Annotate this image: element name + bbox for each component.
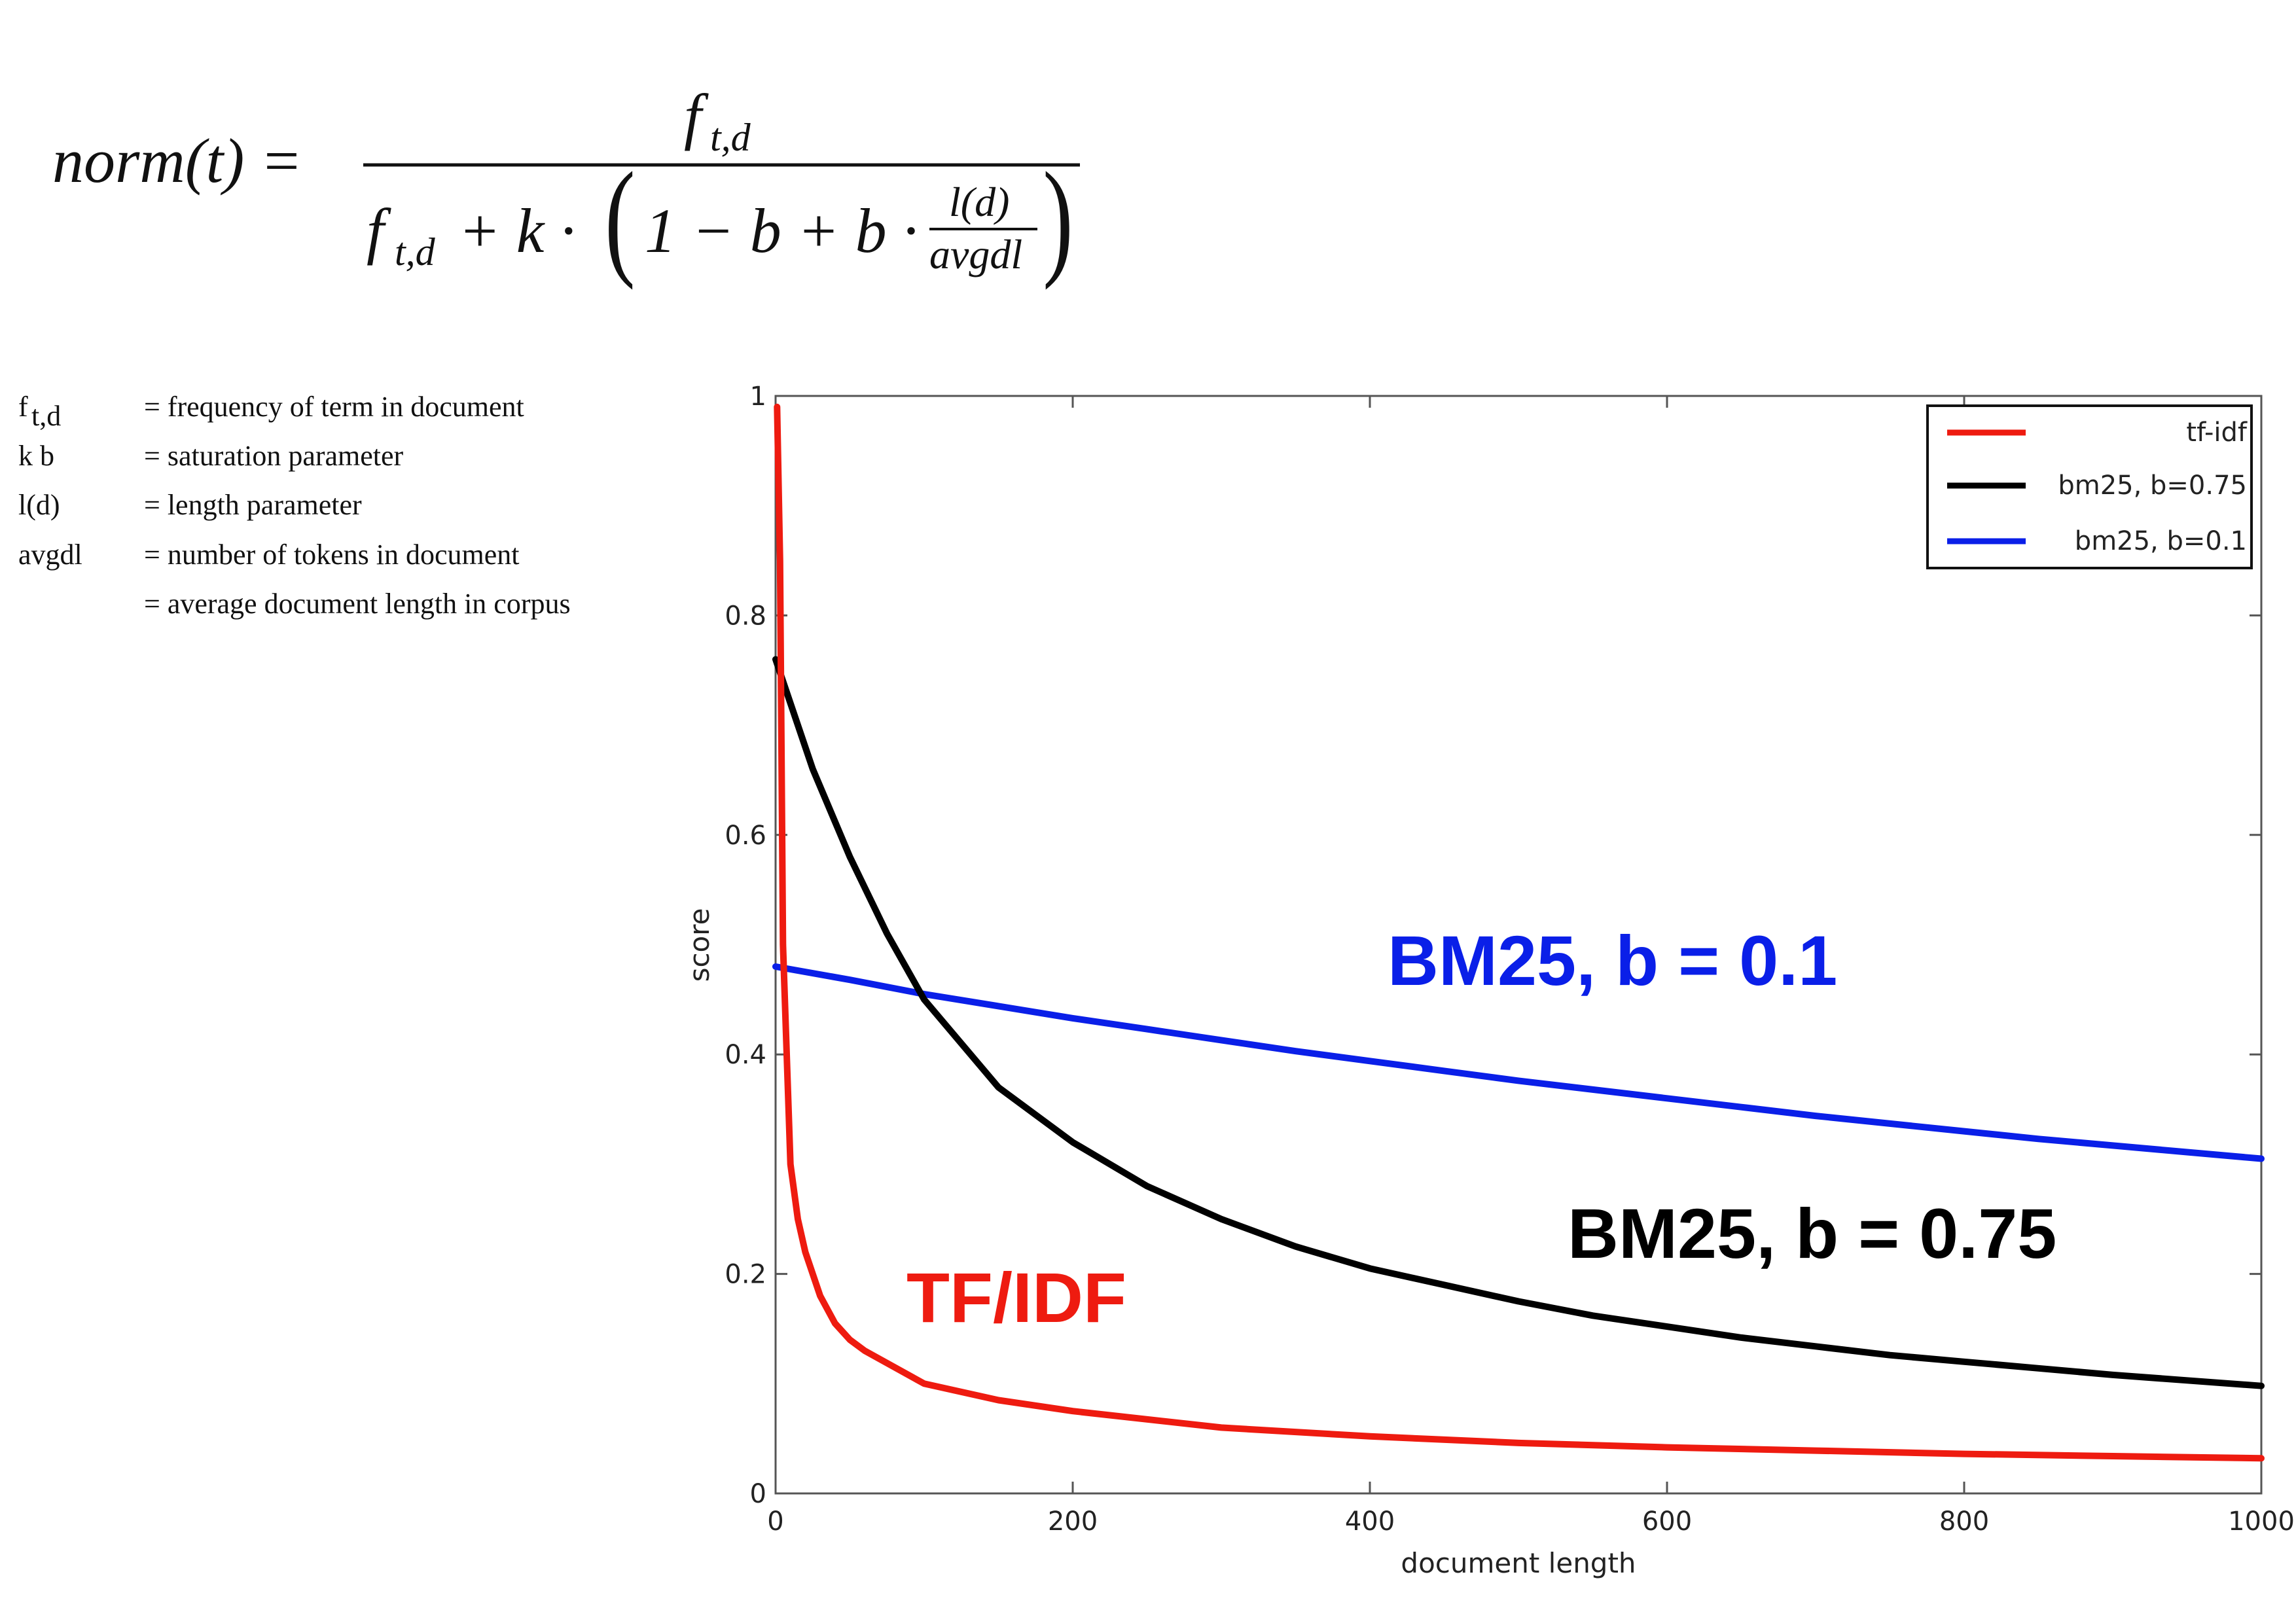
y-tick-label: 1 bbox=[750, 382, 766, 412]
series-layer bbox=[772, 403, 2265, 1462]
definition-text-4: = number of tokens in document bbox=[144, 539, 519, 571]
x-tick-label: 200 bbox=[1048, 1507, 1098, 1537]
x-axis-ticks: 0 200 400 600 800 1000 bbox=[767, 396, 2295, 1537]
x-tick-label: 1000 bbox=[2228, 1507, 2295, 1537]
annotation-tfidf: TF/IDF bbox=[906, 1258, 1126, 1337]
legend: tf-idf bm25, b=0.75 bm25, b=0.1 bbox=[1926, 404, 2253, 569]
y-axis-ticks: 0 0.2 0.4 0.6 0.8 1 bbox=[725, 382, 2261, 1509]
formula-inner: 1 − b + b · bbox=[645, 196, 918, 266]
definition-text-3: = length parameter bbox=[144, 489, 362, 521]
formula-inner-frac-denominator: avgdl bbox=[929, 231, 1022, 277]
definitions: f t,d = frequency of term in document k … bbox=[18, 391, 571, 620]
y-tick-label: 0.8 bbox=[725, 601, 766, 631]
formula-numerator-subscript: t,d bbox=[710, 116, 751, 159]
x-tick-label: 600 bbox=[1642, 1507, 1692, 1537]
x-tick-label: 800 bbox=[1939, 1507, 1989, 1537]
legend-label-bm25-075: bm25, b=0.75 bbox=[2058, 471, 2247, 501]
y-tick-label: 0.2 bbox=[725, 1260, 766, 1290]
definition-symbol-1-subscript: t,d bbox=[31, 400, 61, 432]
y-tick-label: 0.4 bbox=[725, 1040, 766, 1070]
formula-left-paren: ( bbox=[605, 146, 636, 291]
x-tick-label: 0 bbox=[767, 1507, 783, 1537]
definition-text-5: = average document length in corpus bbox=[144, 588, 571, 620]
formula: norm(t) = f t,d f t,d + k · ( 1 − b + b … bbox=[52, 81, 1080, 291]
definition-text-1: = frequency of term in document bbox=[144, 391, 524, 423]
formula-lhs: norm(t) = bbox=[52, 126, 302, 196]
plot-area-frame bbox=[774, 395, 2263, 1495]
formula-inner-frac-numerator: l(d) bbox=[949, 179, 1009, 225]
definition-text-2: = saturation parameter bbox=[144, 440, 404, 472]
definition-symbol-1: f bbox=[18, 391, 28, 423]
formula-right-paren: ) bbox=[1043, 146, 1073, 291]
formula-denominator-f: f bbox=[367, 196, 391, 266]
formula-plus-k: + k · bbox=[458, 196, 575, 266]
x-axis-label: document length bbox=[1401, 1547, 1636, 1579]
x-tick-label: 400 bbox=[1345, 1507, 1395, 1537]
annotation-bm25-01: BM25, b = 0.1 bbox=[1388, 921, 1837, 1000]
formula-numerator: f bbox=[684, 81, 709, 151]
formula-denominator-f-subscript: t,d bbox=[395, 230, 436, 274]
legend-label-bm25-01: bm25, b=0.1 bbox=[2075, 526, 2247, 556]
series-line-bm25-b-0-1 bbox=[772, 963, 2265, 1162]
definition-symbol-4: avgdl bbox=[18, 539, 82, 571]
series-line-tf-idf bbox=[774, 403, 2265, 1462]
series-line-bm25-b-0-75 bbox=[772, 656, 2265, 1389]
y-axis-label: score bbox=[683, 908, 715, 982]
chart: 0 0.2 0.4 0.6 0.8 1 0 200 400 600 800 1000 documen… bbox=[683, 382, 2295, 1579]
y-tick-label: 0 bbox=[750, 1479, 766, 1509]
definition-symbol-3: l(d) bbox=[18, 489, 60, 521]
annotation-bm25-075: BM25, b = 0.75 bbox=[1568, 1194, 2056, 1273]
definition-symbol-2: k b bbox=[18, 440, 54, 472]
y-tick-label: 0.6 bbox=[725, 821, 766, 851]
legend-label-tf-idf: tf-idf bbox=[2186, 418, 2248, 448]
